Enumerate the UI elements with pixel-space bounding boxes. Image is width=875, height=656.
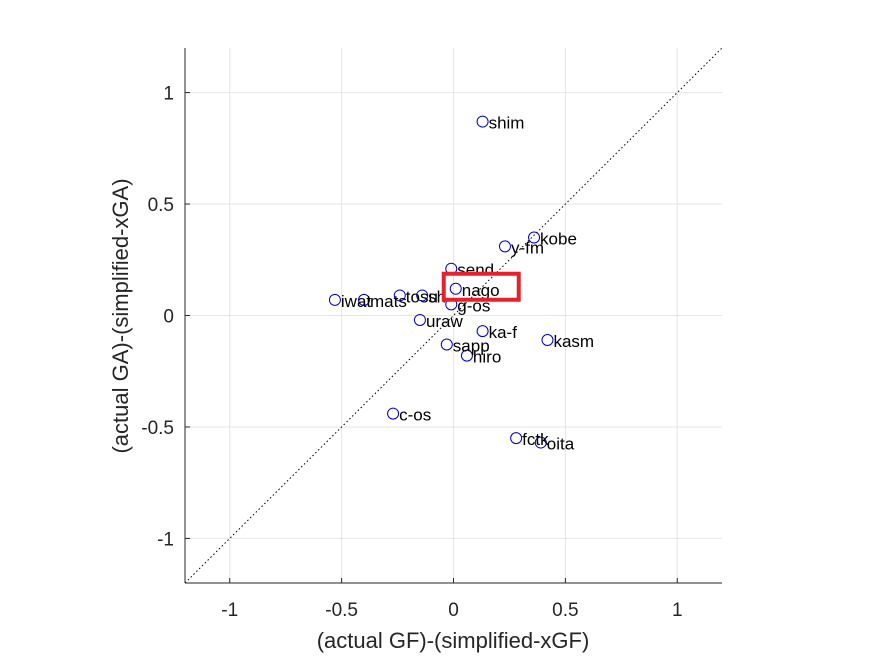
axes <box>184 48 722 584</box>
y-tick-label: -1 <box>157 529 174 550</box>
point-label: ka-f <box>489 323 518 342</box>
data-point <box>387 407 400 420</box>
point-label: fctk <box>522 430 549 449</box>
data-point <box>541 334 554 347</box>
x-tick-label: 0.5 <box>552 600 578 621</box>
x-tick-label: 0 <box>448 600 459 621</box>
y-tick-label: 0 <box>163 307 174 328</box>
point-label: sapp <box>453 336 490 355</box>
y-tick-label: 0.5 <box>148 195 174 216</box>
data-point <box>393 289 406 302</box>
point-label: y-fm <box>511 238 544 257</box>
data-point <box>440 338 453 351</box>
point-label: kasm <box>553 332 594 351</box>
point-label: mats <box>370 292 407 311</box>
point-label: shim <box>489 114 525 133</box>
grid <box>185 48 722 583</box>
point-label: nago <box>462 281 500 300</box>
point-label: c-os <box>399 406 431 425</box>
point-label: oita <box>547 435 575 454</box>
y-tick-label: 1 <box>163 84 174 105</box>
tick-labels: -1 -0.5 0 0.5 1 -1 -0.5 0 0.5 1 <box>141 84 682 621</box>
data-point <box>460 349 473 362</box>
data-point <box>476 325 489 338</box>
y-tick-label: -0.5 <box>141 418 174 439</box>
data-point <box>358 293 370 306</box>
data-point <box>528 231 541 244</box>
data-point <box>510 432 523 445</box>
data-point <box>534 436 547 449</box>
point-label: hiro <box>473 348 501 367</box>
highlight-box <box>441 271 521 302</box>
point-label: sh <box>428 287 446 306</box>
data-point <box>476 115 489 128</box>
data-point <box>449 282 462 295</box>
highlight-box-layer <box>441 271 521 302</box>
data-point <box>416 289 429 302</box>
point-label: tosu <box>406 287 438 306</box>
y-axis-label: (actual GA)-(simplified-xGA) <box>108 178 133 453</box>
point-label: uraw <box>426 312 464 331</box>
x-axis-label: (actual GF)-(simplified-xGF) <box>317 628 590 653</box>
x-tick-label: 1 <box>672 600 683 621</box>
point-label: send <box>457 261 494 280</box>
data-point <box>328 293 341 306</box>
data-points <box>328 115 554 449</box>
data-point <box>498 240 511 253</box>
point-label: kobe <box>540 229 577 248</box>
x-tick-label: -0.5 <box>325 600 358 621</box>
data-point <box>413 313 426 326</box>
point-label: iwat <box>341 292 372 311</box>
x-tick-label: -1 <box>221 600 238 621</box>
